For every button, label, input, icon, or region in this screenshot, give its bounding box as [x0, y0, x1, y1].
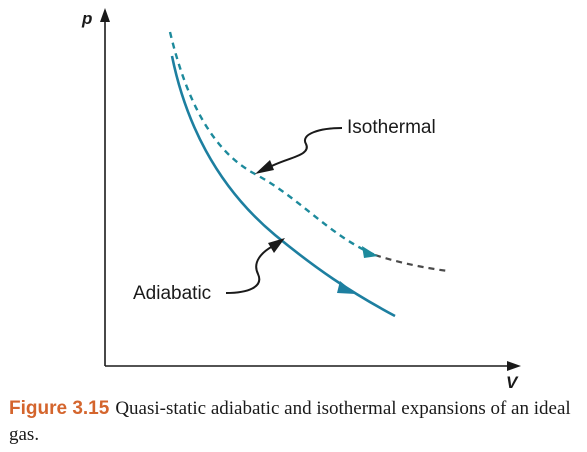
- isothermal-direction-arrowhead: [362, 246, 378, 258]
- isothermal-pointer: [267, 127, 343, 169]
- adiabatic-direction-arrowhead: [337, 281, 356, 294]
- x-axis-arrowhead: [507, 361, 521, 371]
- adiabatic-label: Adiabatic: [133, 283, 211, 304]
- caption-text: Quasi-static adiabatic and isothermal ex…: [9, 398, 571, 445]
- isothermal-curve-tail: [374, 253, 449, 273]
- isothermal-pointer-arrowhead: [255, 160, 274, 174]
- x-axis-label: V: [506, 373, 519, 390]
- y-axis-label: p: [81, 9, 92, 28]
- pv-diagram: p V Isothermal Adiabatic: [81, 8, 521, 390]
- figure-number: Figure 3.15: [9, 398, 110, 419]
- adiabatic-pointer: [225, 245, 274, 294]
- isothermal-curve: [168, 31, 376, 257]
- figure-caption: Figure 3.15 Quasi-static adiabatic and is…: [9, 396, 584, 448]
- isothermal-label: Isothermal: [347, 117, 436, 138]
- y-axis-arrowhead: [100, 8, 110, 22]
- adiabatic-curve: [170, 55, 396, 318]
- adiabatic-pointer-arrowhead: [268, 238, 285, 253]
